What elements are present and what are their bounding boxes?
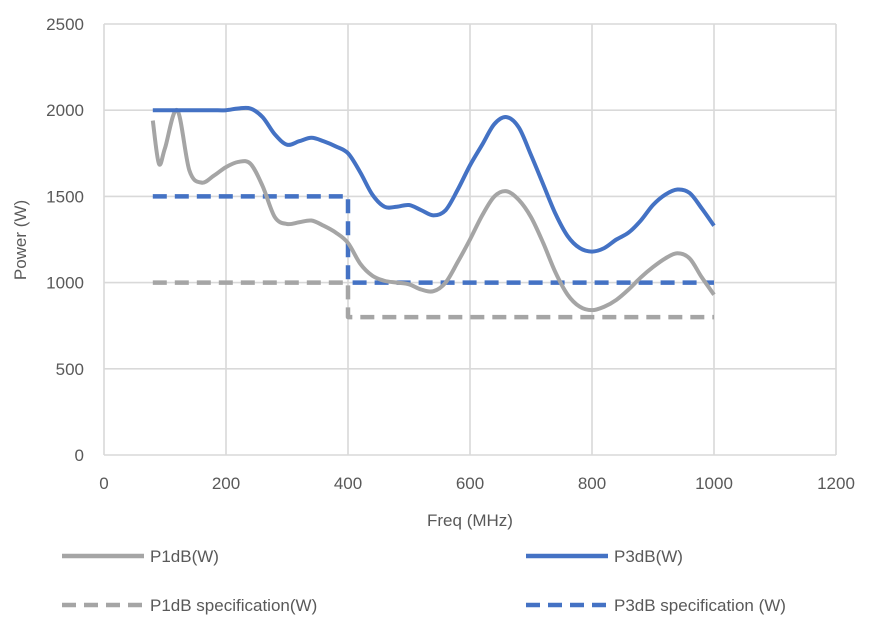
y-tick-label: 2000 (46, 101, 84, 120)
y-tick-labels: 0 500 1000 1500 2000 2500 (46, 15, 84, 465)
series-line-p1db-w (150, 108, 716, 313)
series-line-p3db-w (152, 105, 716, 254)
y-tick-label: 1500 (46, 187, 84, 206)
legend: P1dB(W) P3dB(W) P1dB specification(W) P3dB … (62, 547, 786, 615)
x-tick-label: 600 (456, 474, 484, 493)
y-tick-label: 500 (56, 360, 84, 379)
x-tick-labels: 0 200 400 600 800 1000 1200 (99, 474, 855, 493)
legend-label-p3db-w: P3dB(W) (614, 547, 683, 566)
legend-label-p1db-w: P1dB(W) (150, 547, 219, 566)
series-line-p1db-specification-w (152, 280, 714, 320)
legend-label-p3db-specification-w: P3dB specification (W) (614, 596, 786, 615)
x-tick-label: 1000 (695, 474, 733, 493)
y-axis-label: Power (W) (11, 200, 30, 280)
x-axis-label: Freq (MHz) (427, 511, 513, 530)
x-tick-label: 1200 (817, 474, 855, 493)
x-tick-label: 800 (578, 474, 606, 493)
y-tick-label: 0 (75, 446, 84, 465)
series-layer (150, 105, 716, 320)
y-tick-label: 1000 (46, 274, 84, 293)
y-tick-label: 2500 (46, 15, 84, 34)
series-line-p3db-specification-w (152, 194, 714, 285)
x-tick-label: 0 (99, 474, 108, 493)
x-tick-label: 200 (212, 474, 240, 493)
x-tick-label: 400 (334, 474, 362, 493)
legend-label-p1db-specification-w: P1dB specification(W) (150, 596, 317, 615)
